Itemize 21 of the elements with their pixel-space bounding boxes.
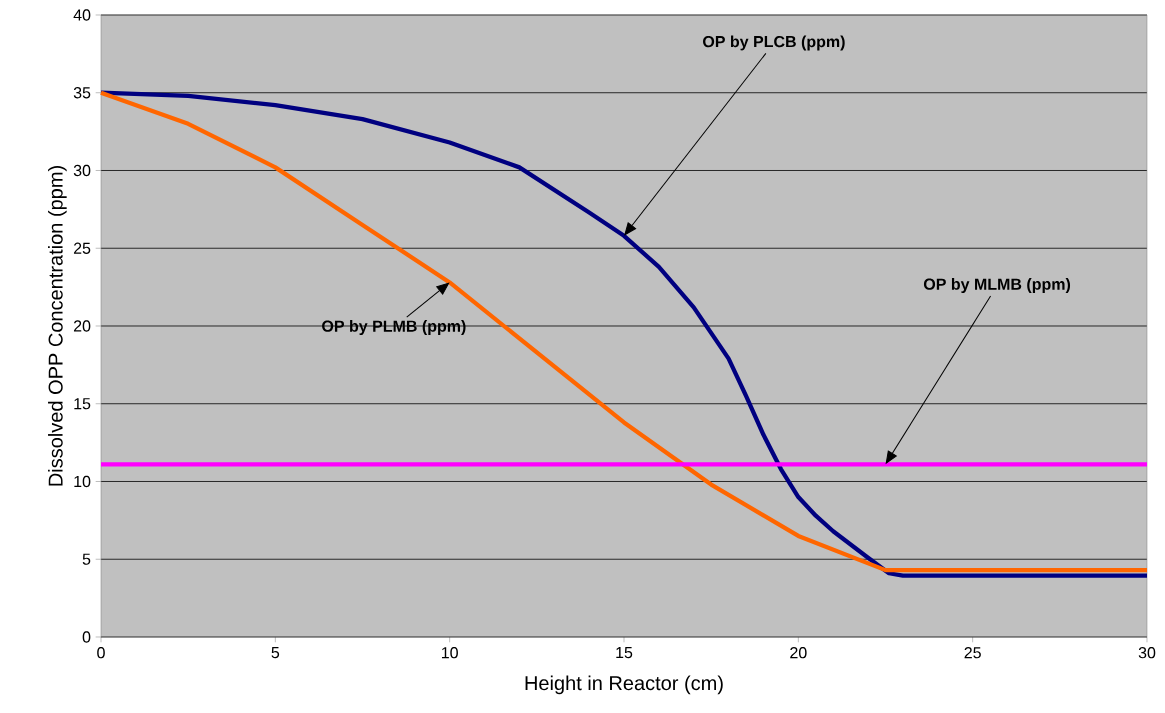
text: OP by PLCB (ppm) (703, 35, 845, 51)
y-tick-label: 15 (74, 398, 91, 410)
x-tick-label: 25 (964, 647, 981, 659)
y-tick-label: 30 (73, 164, 91, 177)
x-tick-label: 15 (616, 647, 633, 659)
y-tick-label: 35 (73, 87, 91, 99)
y-tick-label: 25 (73, 242, 91, 254)
x-tick-label: 20 (790, 647, 807, 659)
y-tick-label: 20 (73, 320, 91, 332)
x-tick-label: 10 (441, 647, 458, 659)
y-tick-label: 5 (82, 553, 91, 565)
x-tick-label: 0 (97, 647, 105, 659)
x-axis-title: Height in Reactor (cm) (525, 675, 723, 695)
x-tick-label: 30 (1138, 647, 1156, 659)
y-axis-title: Dissolved OPP Concentration (ppm) (48, 166, 67, 486)
y-tick-label: 0 (82, 631, 91, 643)
text: OP by MLMB (ppm) (923, 278, 1071, 294)
y-tick-label: 10 (74, 475, 91, 488)
x-tick-label: 5 (271, 647, 280, 659)
y-tick-label: 40 (73, 9, 91, 21)
series-label: OP by PLMB (ppm) (322, 320, 466, 335)
